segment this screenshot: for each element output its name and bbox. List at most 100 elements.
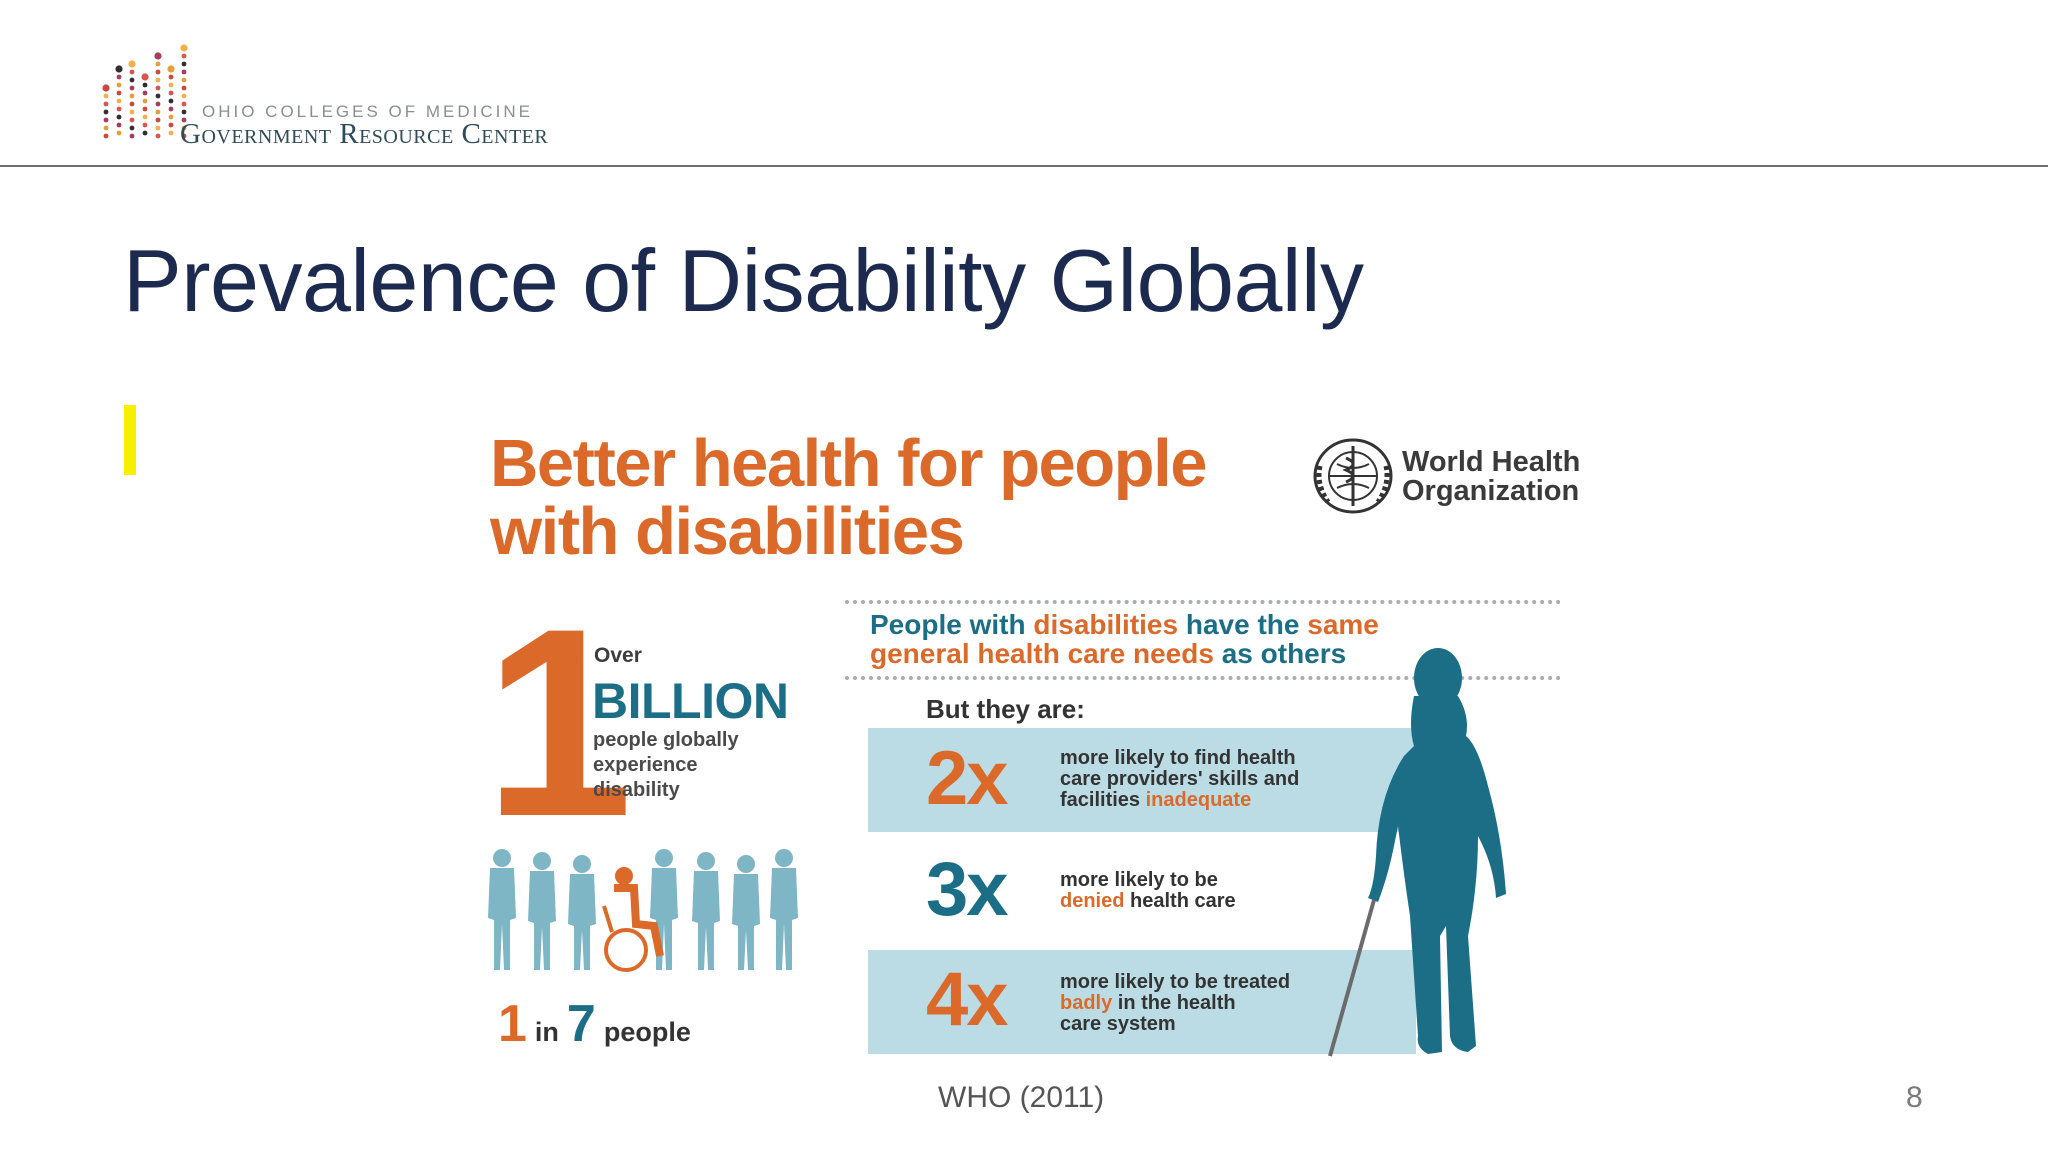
infographic-headline: Better health for people with disabiliti… (490, 426, 1207, 566)
woman-with-cane-icon (1328, 648, 1506, 1057)
logo-dot (116, 82, 122, 88)
who-emblem-icon (1313, 438, 1393, 514)
logo-dot (116, 114, 122, 120)
logo-dot (155, 117, 161, 123)
big-number-one: 1 (484, 572, 633, 872)
row-text: in the health care system (1060, 992, 1236, 1035)
person-silhouette (770, 849, 798, 970)
row-band-4x (868, 950, 1416, 1054)
ratio-in: in (534, 1017, 559, 1047)
logo-dot (181, 69, 187, 75)
logo-dot (181, 109, 187, 115)
logo-dot (168, 106, 174, 112)
over-label: Over (594, 644, 642, 667)
same-needs-statement: People with disabilities have the same g… (870, 610, 1379, 668)
logo-dot (181, 61, 187, 67)
needs-highlight: disabilities (1033, 609, 1179, 640)
logo-subtitle: OHIO COLLEGES OF MEDICINE (202, 102, 533, 121)
logo-dot (129, 133, 135, 139)
logo-dot (116, 130, 122, 136)
multiplier-2x: 2x (926, 736, 1009, 821)
logo-dot (168, 98, 174, 104)
logo-dot (180, 44, 188, 52)
logo-dot (181, 53, 187, 59)
person-silhouette (732, 855, 760, 970)
logo-dot (155, 77, 161, 83)
logo-dot (181, 125, 187, 131)
logo-dot (142, 106, 148, 112)
row-text: more likely to find health care provider… (1060, 747, 1300, 811)
logo-dot (154, 52, 162, 60)
logo-dot (168, 130, 174, 136)
logo-dot (116, 122, 122, 128)
logo-dot (103, 93, 109, 99)
logo-dot (103, 125, 109, 131)
multiplier-4x: 4x (926, 957, 1009, 1042)
who-line-2: Organization (1402, 475, 1580, 507)
row-description-3x: more likely to be denied health care (1060, 870, 1236, 912)
logo-dot (142, 82, 148, 88)
ratio-seven: 7 (566, 995, 596, 1053)
row-text: health care (1124, 890, 1236, 912)
logo-dot (168, 82, 174, 88)
logo-dot (102, 84, 110, 92)
logo-dot (181, 117, 187, 123)
logo-dot (129, 109, 135, 115)
logo-dot (129, 69, 135, 75)
logo-dot (168, 90, 174, 96)
logo-dot (168, 114, 174, 120)
slide-title: Prevalence of Disability Globally (123, 231, 1364, 330)
dotted-rule-top (845, 600, 1561, 604)
needs-text: have the (1178, 609, 1308, 640)
page-number: 8 (1906, 1081, 1923, 1114)
logo-dot (155, 93, 161, 99)
logo-dot (155, 85, 161, 91)
who-wordmark: World Health Organization (1402, 448, 1580, 506)
ratio-one: 1 (498, 995, 527, 1053)
logo-title: Government Resource Center (180, 118, 549, 150)
logo-dot (155, 69, 161, 75)
logo-dot (103, 133, 109, 139)
logo-dot (103, 101, 109, 107)
ratio-people: people (603, 1017, 691, 1047)
billion-label: BILLION (592, 673, 789, 729)
logo-dot (181, 85, 187, 91)
citation-source: WHO (2011) (938, 1081, 1105, 1114)
multiplier-3x: 3x (926, 847, 1009, 932)
logo-dot (129, 117, 135, 123)
person-silhouette (488, 849, 516, 970)
row-highlight: denied (1060, 890, 1125, 912)
person-silhouette (568, 855, 596, 970)
logo-dot (142, 114, 148, 120)
needs-highlight: general health care needs (870, 638, 1214, 669)
logo-dot (129, 125, 135, 131)
row-highlight: badly (1060, 992, 1113, 1014)
row-description-4x: more likely to be treated badly in the h… (1060, 972, 1290, 1035)
logo-dot (116, 106, 122, 112)
needs-text: People with (870, 609, 1034, 640)
logo-dot (115, 65, 123, 73)
logo-dot (129, 85, 135, 91)
logo-dot (129, 101, 135, 107)
header-divider (0, 165, 2048, 167)
logo-dot (128, 60, 136, 68)
logo-dot (129, 93, 135, 99)
logo-dot (181, 77, 187, 83)
row-description-2x: more likely to find health care provider… (1060, 748, 1299, 811)
row-band-2x (868, 728, 1416, 832)
people-silhouettes-icon (488, 849, 798, 972)
headline-line-1: Better health for people (490, 426, 1207, 501)
logo-dot (168, 122, 174, 128)
person-silhouette (528, 852, 556, 970)
logo-dot (103, 117, 109, 123)
person-silhouette (650, 849, 678, 970)
row-highlight: inadequate (1145, 789, 1252, 811)
needs-line-2: general health care needs as others (870, 639, 1379, 668)
billion-description: people globally experience disability (593, 729, 739, 801)
logo-dot (142, 90, 148, 96)
logo-dot (103, 109, 109, 115)
text-cursor-highlight (124, 405, 136, 475)
logo-dot (116, 74, 122, 80)
logo-dot (142, 130, 148, 136)
who-line-1: World Health (1402, 446, 1581, 478)
